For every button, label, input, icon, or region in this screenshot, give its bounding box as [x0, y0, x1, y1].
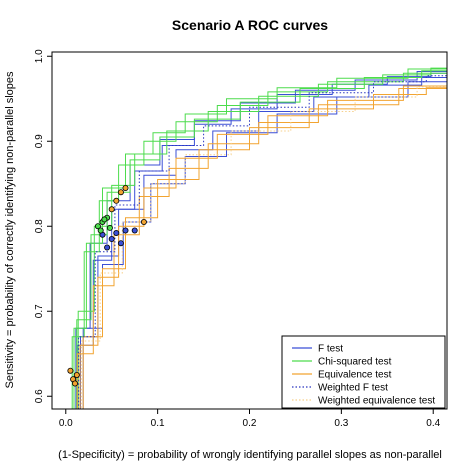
roc-point-series-2-7 — [122, 184, 129, 191]
roc-point-series-2-6 — [117, 189, 124, 196]
y-axis: 0.6 0.7 0.8 0.9 1.0 — [34, 49, 52, 403]
roc-point-series-2-8 — [140, 218, 147, 225]
roc-curves — [67, 67, 447, 409]
x-tick-label: 0.4 — [426, 418, 440, 429]
roc-point-series-0-4 — [122, 227, 129, 234]
x-tick-label: 0.2 — [243, 418, 257, 429]
roc-point-series-2-2 — [72, 380, 79, 387]
roc-curve-series-2-1 — [73, 87, 447, 409]
roc-point-series-1-3 — [97, 227, 104, 234]
roc-point-series-0-6 — [104, 244, 111, 251]
roc-point-series-0-3 — [117, 240, 124, 247]
roc-curve-series-1-3 — [70, 67, 447, 409]
x-axis: 0.0 0.1 0.2 0.3 0.4 — [59, 409, 441, 429]
roc-point-series-2-3 — [73, 371, 80, 378]
x-tick-label: 0.1 — [151, 418, 165, 429]
roc-point-series-2-0 — [67, 367, 74, 374]
roc-curve-series-4-0 — [72, 86, 447, 409]
roc-point-series-0-1 — [108, 235, 115, 242]
roc-points — [67, 184, 147, 387]
legend-label-4: Weighted equivalence test — [318, 396, 435, 407]
roc-curve-series-1-2 — [67, 72, 447, 409]
legend-label-2: Equivalence test — [318, 370, 392, 381]
roc-curve-series-2-2 — [70, 88, 447, 409]
legend-label-1: Chi-squared test — [318, 357, 392, 368]
roc-point-series-2-4 — [108, 206, 115, 213]
y-axis-label: Sensitivity = probability of correctly i… — [4, 71, 16, 389]
y-tick-label: 0.6 — [34, 389, 45, 403]
roc-point-series-1-4 — [101, 216, 108, 223]
legend-label-3: Weighted F test — [318, 383, 388, 394]
y-tick-label: 0.8 — [34, 219, 45, 233]
y-tick-label: 0.7 — [34, 304, 45, 318]
x-axis-label: (1-Specificity) = probability of wrongly… — [58, 449, 442, 461]
roc-point-series-1-5 — [106, 224, 113, 231]
roc-point-series-0-5 — [131, 227, 138, 234]
x-tick-label: 0.0 — [59, 418, 73, 429]
y-tick-label: 1.0 — [34, 49, 45, 63]
roc-point-series-1-0 — [94, 223, 101, 230]
legend-label-0: F test — [318, 344, 343, 355]
chart-title: Scenario A ROC curves — [172, 17, 328, 33]
legend: F test Chi-squared test Equivalence test We… — [281, 335, 446, 409]
roc-curve-series-2-0 — [71, 85, 447, 409]
y-tick-label: 0.9 — [34, 134, 45, 148]
roc-point-series-2-5 — [113, 197, 120, 204]
x-tick-label: 0.3 — [334, 418, 348, 429]
roc-point-series-0-2 — [113, 229, 120, 236]
